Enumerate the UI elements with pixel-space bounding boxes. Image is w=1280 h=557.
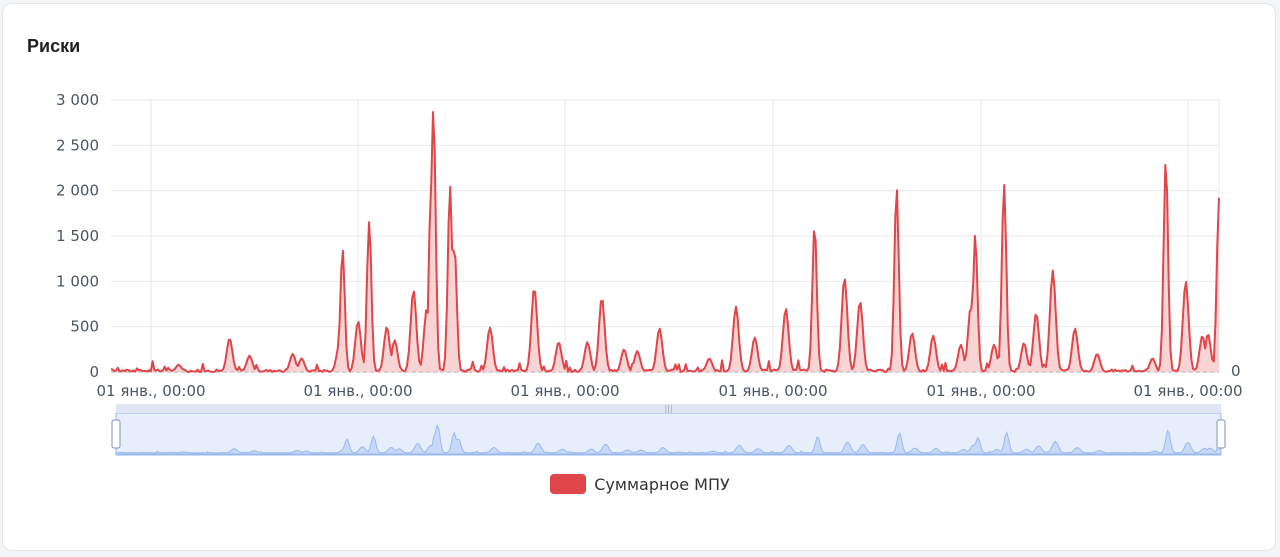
x-tick-label: 01 янв., 00:00 — [96, 382, 205, 400]
series-line[interactable] — [110, 111, 1220, 373]
y-axis: 0 500 1 000 1 500 2 000 2 500 3 000 — [56, 91, 99, 381]
zoom-drag-bar[interactable] — [116, 404, 1221, 413]
y-tick-label: 2 000 — [56, 182, 99, 200]
right-axis-label: 0 — [1231, 362, 1241, 380]
zoom-preview — [115, 424, 1222, 455]
card-title: Риски — [27, 36, 81, 56]
data-zoom-slider[interactable]: ||| — [111, 404, 1226, 456]
x-tick-label: 01 янв., 00:00 — [718, 382, 827, 400]
y-tick-label: 1 000 — [56, 272, 99, 290]
y-tick-label: 0 — [89, 363, 99, 381]
y-tick-label: 3 000 — [56, 91, 99, 109]
risks-card: Риски — [2, 3, 1276, 551]
x-tick-label: 01 янв., 00:00 — [510, 382, 619, 400]
y-tick-label: 2 500 — [56, 136, 99, 154]
y-tick-label: 1 500 — [56, 227, 99, 245]
x-axis: 01 янв., 00:00 01 янв., 00:00 01 янв., 00:… — [96, 382, 1242, 400]
series-layer — [110, 111, 1220, 373]
x-tick-label: 01 янв., 00:00 — [926, 382, 1035, 400]
x-tick-label: 01 янв., 00:00 — [303, 382, 412, 400]
legend-swatch[interactable] — [550, 474, 587, 494]
y-tick-label: 500 — [70, 318, 99, 336]
zoom-handle-right[interactable] — [1216, 419, 1226, 449]
legend[interactable]: Суммарное МПУ — [0, 474, 1280, 494]
zoom-handle-left[interactable] — [111, 419, 121, 449]
series-area — [111, 112, 1219, 372]
legend-label[interactable]: Суммарное МПУ — [594, 474, 730, 494]
drag-grip-icon[interactable]: ||| — [664, 404, 672, 413]
x-tick-label: 01 янв., 00:00 — [1133, 382, 1242, 400]
